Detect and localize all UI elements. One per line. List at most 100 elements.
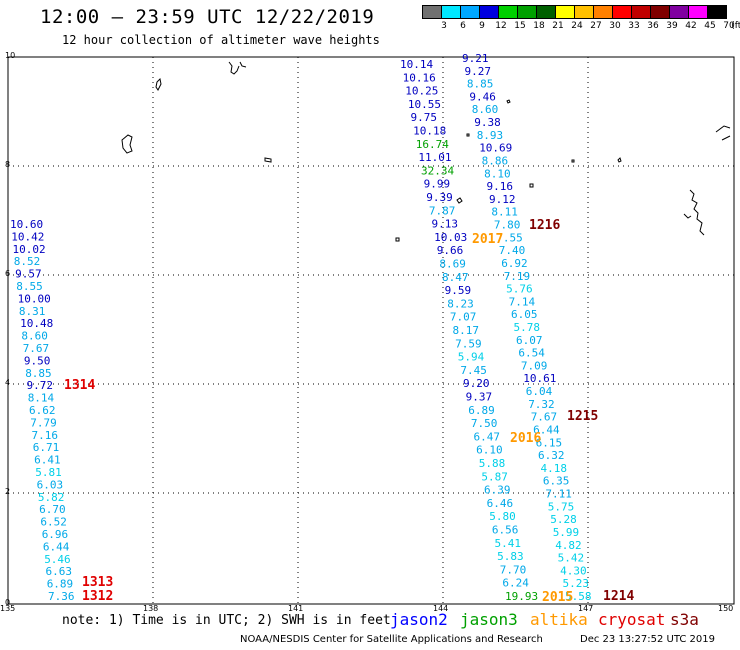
generation-date: Dec 23 13:27:52 UTC 2019 xyxy=(580,634,715,645)
wave-height-value: 6.10 xyxy=(476,444,503,457)
island-chain-east xyxy=(689,189,705,236)
map-title: 12:00 – 23:59 UTC 12/22/2019 xyxy=(40,6,375,28)
wave-height-value: 10.48 xyxy=(20,317,53,330)
wave-height-value: 5.88 xyxy=(479,457,506,470)
color-scale-label: 33 xyxy=(628,21,640,31)
wave-height-value: 9.99 xyxy=(424,178,451,191)
legend-item-cryosat: cryosat xyxy=(598,610,666,629)
wave-height-value: 10.60 xyxy=(10,218,43,231)
wave-height-value: 5.75 xyxy=(548,500,575,513)
wave-height-value: 9.12 xyxy=(489,193,516,206)
island-guam xyxy=(121,134,133,154)
wave-height-value: 7.11 xyxy=(545,488,572,501)
wave-height-value: 7.19 xyxy=(504,270,531,283)
wave-height-value: 6.24 xyxy=(502,577,529,590)
wave-height-value: 6.62 xyxy=(29,404,56,417)
wave-height-value: 6.07 xyxy=(516,334,543,347)
wave-height-value: 9.57 xyxy=(15,268,41,281)
longitude-tick-label: 135 xyxy=(0,604,16,613)
color-scale-label: 18 xyxy=(533,21,545,31)
wave-height-value: 10.69 xyxy=(479,142,512,155)
wave-height-value: 8.10 xyxy=(484,167,511,180)
wave-height-value: 8.60 xyxy=(472,103,499,116)
latitude-tick-label: 10 xyxy=(5,51,16,60)
wave-height-value: 9.27 xyxy=(465,65,492,78)
wave-height-value: 4.82 xyxy=(555,539,582,552)
wave-height-value: 7.87 xyxy=(429,204,456,217)
color-scale-label: 30 xyxy=(609,21,621,31)
wave-height-value: 9.59 xyxy=(445,284,472,297)
wave-height-value: 6.63 xyxy=(46,565,73,578)
wave-height-value: 6.89 xyxy=(47,578,73,591)
wave-height-value: 7.09 xyxy=(521,359,548,372)
orbit-time-label: 2016 xyxy=(510,431,541,446)
wave-height-value: 7.80 xyxy=(494,219,521,232)
wave-height-value: 8.31 xyxy=(19,305,46,318)
wave-height-value: 8.47 xyxy=(442,271,469,284)
wave-height-value: 9.46 xyxy=(469,90,496,103)
wave-height-value: 5.81 xyxy=(35,466,62,479)
wave-height-value: 4.18 xyxy=(541,462,568,475)
longitude-tick-label: 147 xyxy=(578,604,594,613)
wave-height-value: 7.67 xyxy=(23,342,50,355)
orbit-time-label: 1314 xyxy=(64,378,95,393)
wave-height-value: 10.25 xyxy=(405,85,438,98)
island-small-5 xyxy=(571,159,575,163)
wave-height-value: 9.66 xyxy=(437,244,464,257)
latitude-tick-label: 8 xyxy=(5,160,11,169)
wave-height-value: 7.79 xyxy=(30,416,57,429)
wave-height-value: 6.89 xyxy=(468,404,495,417)
wave-height-value: 6.70 xyxy=(39,503,66,516)
wave-height-value: 7.55 xyxy=(496,231,523,244)
orbit-time-label: 1313 xyxy=(82,575,113,590)
wave-height-value: 9.20 xyxy=(463,377,490,390)
wave-height-value: 10.00 xyxy=(18,292,51,305)
color-scale-label: 3 xyxy=(441,21,447,31)
wave-height-value: 9.72 xyxy=(27,379,54,392)
longitude-tick-label: 144 xyxy=(433,604,449,613)
wave-height-value: 5.78 xyxy=(514,321,541,334)
wave-height-value: 6.41 xyxy=(34,454,61,467)
wave-height-value: 5.94 xyxy=(458,351,485,364)
wave-height-value: 6.56 xyxy=(492,524,519,537)
orbit-time-label: 1214 xyxy=(603,589,634,604)
wave-height-value: 6.46 xyxy=(487,497,513,510)
wave-height-value: 6.54 xyxy=(518,347,545,360)
wave-height-value: 10.03 xyxy=(434,231,467,244)
wave-height-value: 6.92 xyxy=(501,257,528,270)
wave-height-labels: 10.6010.4210.028.529.578.5510.008.3110.4… xyxy=(10,52,634,605)
wave-height-value: 6.39 xyxy=(484,484,511,497)
wave-height-value: 6.52 xyxy=(40,516,67,529)
wave-height-value: 6.32 xyxy=(538,449,565,462)
wave-height-value: 8.69 xyxy=(439,258,466,271)
island-east-1 xyxy=(715,125,731,141)
wave-height-value: 6.04 xyxy=(526,385,553,398)
color-scale-label: 6 xyxy=(460,21,466,31)
wave-height-value: 8.55 xyxy=(16,280,43,293)
wave-height-value: 9.16 xyxy=(487,180,514,193)
wave-height-value: 5.46 xyxy=(44,553,70,566)
wave-height-value: 7.07 xyxy=(450,311,477,324)
legend-item-jason3: jason3 xyxy=(460,610,518,629)
color-scale-label: 70 xyxy=(723,21,735,31)
map-subtitle: 12 hour collection of altimeter wave hei… xyxy=(62,33,380,47)
wave-height-value: 5.83 xyxy=(497,550,523,563)
color-scale-label: 27 xyxy=(590,21,602,31)
color-scale-label: 39 xyxy=(666,21,678,31)
wave-height-value: 6.35 xyxy=(543,475,570,488)
wave-height-value: 16.74 xyxy=(416,138,449,151)
color-scale-label: 42 xyxy=(685,21,697,31)
orbit-time-label: 1312 xyxy=(82,589,113,604)
latitude-tick-label: 0 xyxy=(5,598,11,607)
grid-lines xyxy=(8,57,734,604)
wave-height-value: 6.44 xyxy=(43,540,70,553)
wave-height-value: 7.32 xyxy=(528,398,555,411)
wave-height-value: 10.14 xyxy=(400,58,433,71)
island-small-2 xyxy=(264,157,272,163)
wave-height-value: 6.96 xyxy=(42,528,68,541)
island-north-1 xyxy=(228,61,247,75)
island-small-4 xyxy=(466,133,470,137)
color-scale-label: 15 xyxy=(514,21,526,31)
orbit-time-label: 1215 xyxy=(567,409,598,424)
